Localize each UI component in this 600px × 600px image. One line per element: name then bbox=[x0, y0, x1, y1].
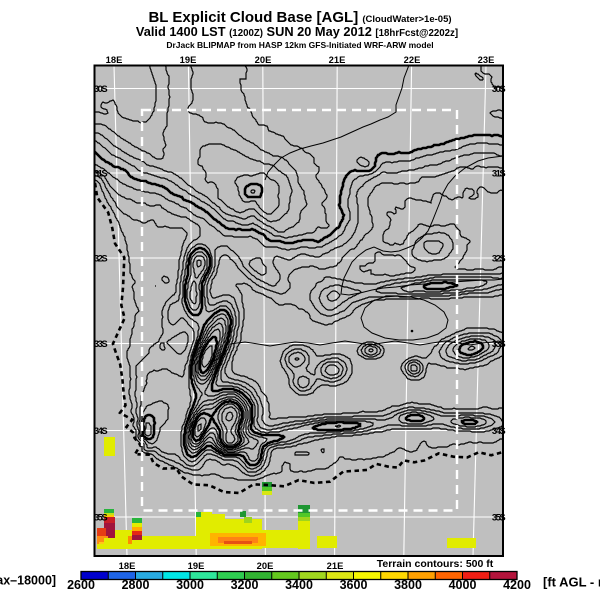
svg-text:31S: 31S bbox=[492, 168, 505, 179]
svg-text:Valid 1400 LST (1200Z) SUN 20: Valid 1400 LST (1200Z) SUN 20 May 2012 [… bbox=[136, 24, 458, 39]
svg-text:20E: 20E bbox=[257, 560, 274, 571]
svg-text:30S: 30S bbox=[94, 83, 107, 94]
svg-text:21E: 21E bbox=[329, 54, 346, 65]
svg-text:[max–18000]: [max–18000] bbox=[0, 574, 56, 588]
svg-text:BL Explicit Cloud Base [AGL] (: BL Explicit Cloud Base [AGL] (CloudWater… bbox=[148, 9, 451, 26]
svg-text:3200: 3200 bbox=[231, 578, 259, 592]
svg-text:32S: 32S bbox=[492, 253, 505, 264]
svg-text:19E: 19E bbox=[188, 560, 205, 571]
svg-text:21E: 21E bbox=[327, 560, 344, 571]
svg-text:4000: 4000 bbox=[449, 578, 477, 592]
svg-text:[ft AGL - m: [ft AGL - m bbox=[543, 575, 600, 590]
svg-text:DrJack BLIPMAP from HASP 12km: DrJack BLIPMAP from HASP 12km GFS-Initia… bbox=[166, 40, 433, 50]
svg-text:34S: 34S bbox=[492, 425, 505, 436]
svg-text:18E: 18E bbox=[119, 560, 136, 571]
svg-text:2600: 2600 bbox=[67, 578, 95, 592]
svg-text:35S: 35S bbox=[492, 512, 505, 523]
svg-text:33S: 33S bbox=[492, 338, 505, 349]
svg-text:Terrain contours: 500 ft: Terrain contours: 500 ft bbox=[377, 558, 494, 570]
svg-text:35S: 35S bbox=[94, 512, 107, 523]
svg-text:2800: 2800 bbox=[122, 578, 150, 592]
svg-text:3400: 3400 bbox=[285, 578, 313, 592]
svg-text:34S: 34S bbox=[94, 425, 107, 436]
svg-text:19E: 19E bbox=[180, 54, 197, 65]
svg-text:33S: 33S bbox=[94, 338, 107, 349]
svg-text:3600: 3600 bbox=[340, 578, 368, 592]
svg-text:20E: 20E bbox=[255, 54, 272, 65]
svg-text:23E: 23E bbox=[478, 54, 495, 65]
svg-text:18E: 18E bbox=[106, 54, 123, 65]
svg-text:3000: 3000 bbox=[176, 578, 204, 592]
svg-text:3800: 3800 bbox=[394, 578, 422, 592]
svg-text:30S: 30S bbox=[492, 83, 505, 94]
svg-text:22E: 22E bbox=[404, 54, 421, 65]
svg-text:32S: 32S bbox=[94, 253, 107, 264]
svg-text:31S: 31S bbox=[94, 168, 107, 179]
svg-text:4200: 4200 bbox=[503, 578, 531, 592]
